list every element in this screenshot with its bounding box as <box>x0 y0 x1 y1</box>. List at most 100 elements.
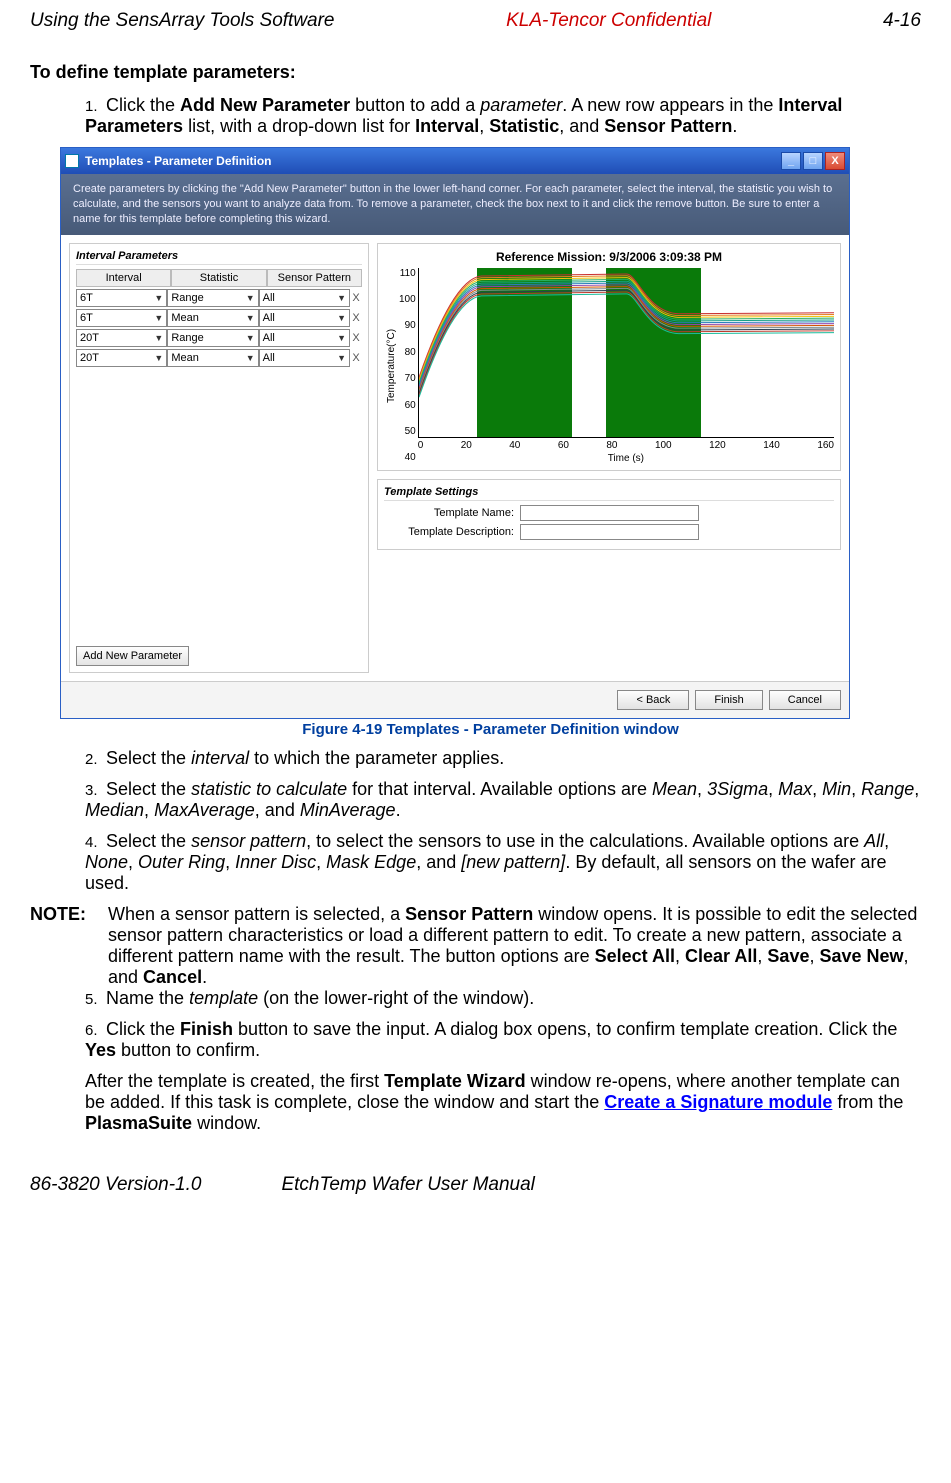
t: Select All <box>595 946 675 966</box>
footer-left: 86-3820 Version-1.0 <box>30 1174 201 1196</box>
add-new-parameter-button[interactable]: Add New Parameter <box>76 646 189 666</box>
t: Select the <box>106 831 191 851</box>
note-label: NOTE: <box>30 904 108 988</box>
dropdown[interactable]: 20T▼ <box>76 349 167 367</box>
dropdown[interactable]: All▼ <box>259 309 350 327</box>
t: Range <box>861 779 914 799</box>
remove-row-button[interactable]: X <box>350 292 362 304</box>
titlebar: Templates - Parameter Definition _ □ X <box>61 148 849 174</box>
template-settings-panel: Template Settings Template Name: Templat… <box>377 479 841 550</box>
t: Max <box>778 779 812 799</box>
chart-lines <box>419 268 834 437</box>
t: Min <box>822 779 851 799</box>
table-row: 6T▼Mean▼All▼X <box>76 309 362 327</box>
t: Inner Disc <box>235 852 316 872</box>
template-description-input[interactable] <box>520 524 699 540</box>
chart-title: Reference Mission: 9/3/2006 3:09:38 PM <box>384 250 834 264</box>
figure-caption: Figure 4-19 Templates - Parameter Defini… <box>60 721 921 738</box>
y-axis-label: Temperature(°C) <box>384 268 399 464</box>
chart-panel: Reference Mission: 9/3/2006 3:09:38 PM T… <box>377 243 841 471</box>
t: , and <box>559 116 604 136</box>
dropdown[interactable]: 6T▼ <box>76 289 167 307</box>
t: button to add a <box>350 95 480 115</box>
t: MaxAverage <box>154 800 255 820</box>
template-description-label: Template Description: <box>384 526 514 538</box>
t: PlasmaSuite <box>85 1113 192 1133</box>
table-row: 20T▼Range▼All▼X <box>76 329 362 347</box>
t: statistic to calculate <box>191 779 347 799</box>
dropdown[interactable]: Range▼ <box>167 329 258 347</box>
t: , <box>479 116 489 136</box>
dropdown[interactable]: 6T▼ <box>76 309 167 327</box>
interval-parameters-title: Interval Parameters <box>76 250 362 265</box>
t: Cancel <box>143 967 202 987</box>
t: for that interval. Available options are <box>347 779 652 799</box>
instruction-banner: Create parameters by clicking the "Add N… <box>61 174 849 235</box>
table-row: 6T▼Range▼All▼X <box>76 289 362 307</box>
t: Click the <box>106 1019 180 1039</box>
t: from the <box>832 1092 903 1112</box>
t: When a sensor pattern is selected, a <box>108 904 405 924</box>
t: parameter <box>480 95 562 115</box>
maximize-button[interactable]: □ <box>803 152 823 170</box>
remove-row-button[interactable]: X <box>350 312 362 324</box>
step-6: 6. Click the Finish button to save the i… <box>85 1019 921 1061</box>
t: Mean <box>652 779 697 799</box>
t: None <box>85 852 128 872</box>
t: MinAverage <box>300 800 396 820</box>
t: Add New Parameter <box>180 95 350 115</box>
t: . A new row appears in the <box>562 95 778 115</box>
template-settings-title: Template Settings <box>384 486 834 501</box>
y-ticks: 110100908070605040 <box>399 268 418 464</box>
t: (on the lower-right of the window). <box>258 988 534 1008</box>
t: [new pattern] <box>461 852 565 872</box>
x-axis-label: Time (s) <box>418 453 834 464</box>
table-row: 20T▼Mean▼All▼X <box>76 349 362 367</box>
interval-parameters-panel: Interval Parameters Interval Statistic S… <box>69 243 369 673</box>
t: Interval <box>415 116 479 136</box>
t: Sensor Pattern <box>405 904 533 924</box>
dropdown[interactable]: Range▼ <box>167 289 258 307</box>
t: Template Wizard <box>384 1071 526 1091</box>
t: Outer Ring <box>138 852 225 872</box>
header-mid: KLA-Tencor Confidential <box>506 10 711 32</box>
t: interval <box>191 748 249 768</box>
template-name-input[interactable] <box>520 505 699 521</box>
footer-mid: EtchTemp Wafer User Manual <box>281 1174 534 1196</box>
t: . <box>732 116 737 136</box>
window-icon <box>65 154 79 168</box>
dropdown[interactable]: Mean▼ <box>167 349 258 367</box>
header-left: Using the SensArray Tools Software <box>30 10 335 32</box>
step-2: 2. Select the interval to which the para… <box>85 748 921 769</box>
t: Click the <box>106 95 180 115</box>
remove-row-button[interactable]: X <box>350 332 362 344</box>
create-signature-link[interactable]: Create a Signature module <box>604 1092 832 1112</box>
dropdown[interactable]: Mean▼ <box>167 309 258 327</box>
t: After the template is created, the first <box>85 1071 384 1091</box>
after-paragraph: After the template is created, the first… <box>85 1071 921 1134</box>
step-3: 3. Select the statistic to calculate for… <box>85 779 921 821</box>
step-5: 5. Name the template (on the lower-right… <box>85 988 921 1009</box>
dropdown[interactable]: All▼ <box>259 349 350 367</box>
back-button[interactable]: < Back <box>617 690 689 710</box>
t: Median <box>85 800 144 820</box>
template-name-row: Template Name: <box>384 505 834 521</box>
cancel-button[interactable]: Cancel <box>769 690 841 710</box>
step-1: 1. Click the Add New Parameter button to… <box>85 95 921 137</box>
note-block: NOTE: When a sensor pattern is selected,… <box>30 904 921 988</box>
dropdown[interactable]: All▼ <box>259 289 350 307</box>
minimize-button[interactable]: _ <box>781 152 801 170</box>
t: Mask Edge <box>326 852 416 872</box>
close-button[interactable]: X <box>825 152 845 170</box>
dropdown[interactable]: All▼ <box>259 329 350 347</box>
dropdown[interactable]: 20T▼ <box>76 329 167 347</box>
t: Select the <box>106 748 191 768</box>
remove-row-button[interactable]: X <box>350 352 362 364</box>
plot-area <box>418 268 834 438</box>
template-name-label: Template Name: <box>384 507 514 519</box>
finish-button[interactable]: Finish <box>695 690 762 710</box>
note-body: When a sensor pattern is selected, a Sen… <box>108 904 921 988</box>
t: list, with a drop-down list for <box>183 116 415 136</box>
t: Save <box>767 946 809 966</box>
t: Select the <box>106 779 191 799</box>
